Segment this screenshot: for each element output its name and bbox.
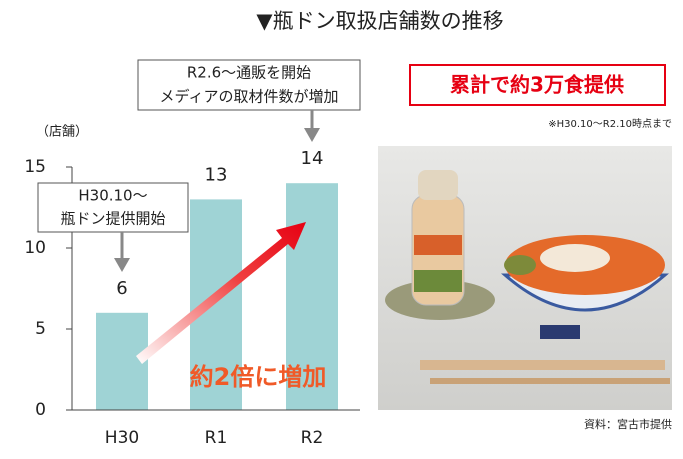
y-tick-label: 15	[24, 157, 46, 177]
annotation: 累計で約3万食提供	[450, 73, 624, 97]
chart-title: ▼瓶ドン取扱店舗数の推移	[256, 9, 503, 33]
annotation: 約2倍に増加	[190, 363, 327, 391]
bar	[190, 199, 242, 410]
y-tick-label: 0	[35, 400, 46, 420]
y-axis-label: （店舗）	[36, 125, 88, 140]
annotation-box	[37, 182, 189, 233]
photo	[378, 146, 672, 410]
source: 資料：宮古市提供	[584, 417, 672, 431]
x-tick-label: R2	[301, 428, 324, 448]
value-label: 14	[301, 148, 324, 169]
highlight-box	[409, 64, 666, 106]
y-tick-label: 10	[24, 238, 46, 258]
value-label: 6	[116, 278, 127, 299]
annotation: 瓶ドン提供開始	[60, 210, 165, 228]
annotation: R2.6～通販を開始	[187, 64, 311, 82]
bar	[286, 183, 338, 410]
value-label: 13	[205, 164, 228, 185]
x-tick-label: R1	[205, 428, 228, 448]
y-tick-label: 5	[35, 319, 46, 339]
annotation: メディアの取材件数が増加	[160, 88, 339, 106]
trend-arrow	[136, 222, 306, 364]
annotation-box	[137, 59, 361, 111]
note: ※H30.10～R2.10時点まで	[548, 118, 672, 130]
bar	[96, 312, 148, 410]
x-tick-label: H30	[105, 428, 139, 448]
annotation: H30.10～	[78, 187, 147, 205]
